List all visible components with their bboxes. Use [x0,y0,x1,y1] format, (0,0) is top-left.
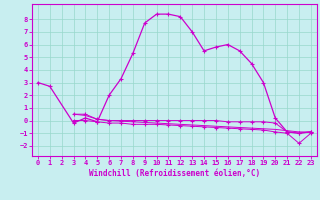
X-axis label: Windchill (Refroidissement éolien,°C): Windchill (Refroidissement éolien,°C) [89,169,260,178]
